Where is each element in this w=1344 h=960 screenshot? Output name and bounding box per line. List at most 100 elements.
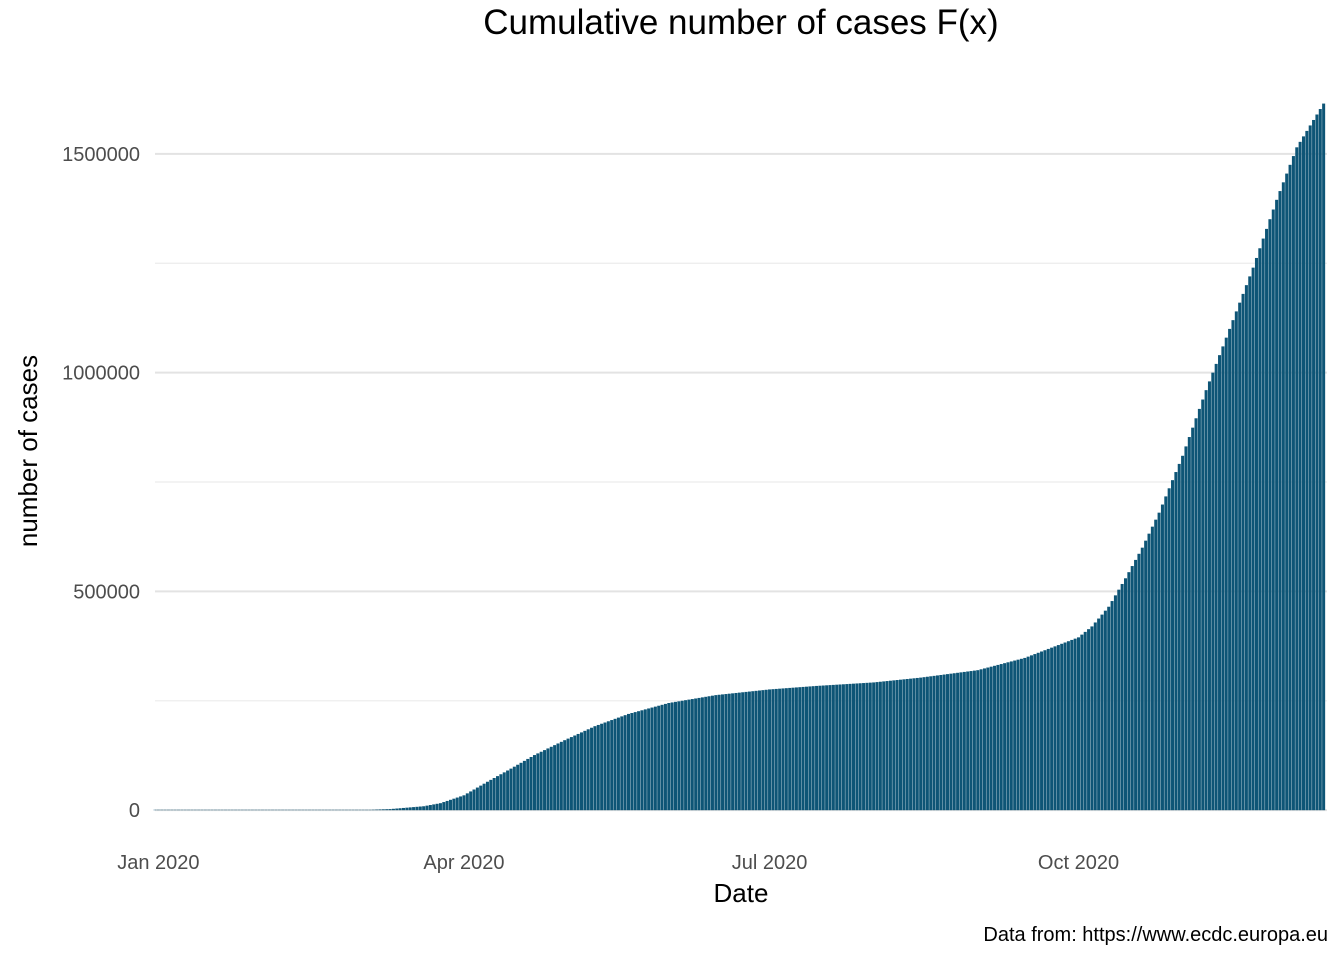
bar <box>1023 657 1027 811</box>
bar <box>996 664 1000 811</box>
bar <box>1090 626 1094 811</box>
bar <box>932 675 936 811</box>
bar <box>1211 372 1215 811</box>
bar <box>1160 504 1164 811</box>
bar <box>408 807 412 811</box>
bar <box>388 809 392 811</box>
bar <box>475 787 479 811</box>
bar <box>922 677 926 811</box>
bar <box>865 682 869 811</box>
bar <box>848 683 852 811</box>
bar <box>1157 512 1161 811</box>
bar <box>650 707 654 811</box>
bar <box>657 705 661 811</box>
bar <box>643 709 647 811</box>
bar <box>684 700 688 811</box>
bar <box>623 715 627 811</box>
bar <box>1087 629 1091 811</box>
bar <box>445 800 449 811</box>
bar <box>1312 119 1316 811</box>
bar <box>1221 346 1225 811</box>
bar <box>381 809 385 811</box>
bar <box>1060 643 1064 811</box>
bar <box>1026 656 1030 811</box>
bar <box>925 676 929 811</box>
bar <box>694 698 698 811</box>
bar <box>1040 651 1044 811</box>
bar <box>993 665 997 811</box>
bar <box>1204 390 1208 811</box>
bar <box>428 805 432 811</box>
x-axis-title: Date <box>714 878 769 908</box>
bar <box>1003 663 1007 811</box>
bar <box>1093 622 1097 811</box>
bar <box>1076 637 1081 811</box>
bar <box>1181 455 1185 811</box>
bar <box>737 692 741 811</box>
bar <box>438 803 442 811</box>
bar <box>1231 320 1235 811</box>
bar <box>1009 661 1013 811</box>
bar <box>862 683 866 811</box>
x-tick-label: Apr 2020 <box>423 852 504 874</box>
bar <box>412 807 416 811</box>
bar <box>1050 647 1054 811</box>
bar <box>640 710 644 811</box>
bar <box>808 686 812 811</box>
bar <box>754 690 758 811</box>
bar <box>1187 437 1191 811</box>
bar <box>435 803 439 811</box>
bar <box>496 776 500 811</box>
bar <box>449 799 453 811</box>
bar <box>959 672 963 811</box>
bar <box>1107 606 1111 811</box>
bar <box>516 764 520 811</box>
bar <box>751 691 755 811</box>
y-axis: 0 500000 1000000 1500000 <box>62 144 140 822</box>
bar <box>1295 147 1299 811</box>
bar <box>714 695 718 811</box>
bar <box>1291 156 1295 811</box>
bar <box>1194 418 1198 811</box>
bar <box>781 688 785 811</box>
bar <box>690 699 694 811</box>
bar <box>1305 130 1309 811</box>
bar <box>485 781 489 811</box>
bar <box>1127 572 1131 811</box>
bar <box>1315 114 1319 811</box>
bar <box>768 689 772 811</box>
bar <box>1123 578 1128 811</box>
y-axis-title: number of cases <box>13 355 43 547</box>
bar <box>375 809 379 811</box>
bar <box>506 770 510 811</box>
bar <box>757 690 761 811</box>
bar <box>687 699 691 811</box>
bar <box>1261 238 1265 811</box>
bar <box>976 670 980 811</box>
bar <box>1066 641 1070 811</box>
bar <box>1134 559 1138 811</box>
bar <box>818 685 822 811</box>
bar <box>1019 658 1023 811</box>
bar <box>929 676 933 811</box>
bar <box>469 791 473 811</box>
bar <box>549 746 553 811</box>
bar <box>465 793 469 811</box>
bar <box>626 713 631 811</box>
bar <box>479 785 483 811</box>
bar <box>600 723 604 811</box>
bar <box>576 733 580 811</box>
bar <box>1271 209 1275 811</box>
bar <box>764 689 768 811</box>
bar <box>1171 480 1175 811</box>
bar <box>606 721 610 811</box>
bar <box>697 697 701 811</box>
bar <box>909 678 913 811</box>
bar <box>1013 660 1017 811</box>
bar <box>902 679 906 811</box>
y-tick-label: 1500000 <box>62 144 140 166</box>
bar <box>727 693 731 811</box>
bar <box>1258 248 1262 811</box>
bar <box>888 680 892 811</box>
bar <box>1080 634 1084 811</box>
